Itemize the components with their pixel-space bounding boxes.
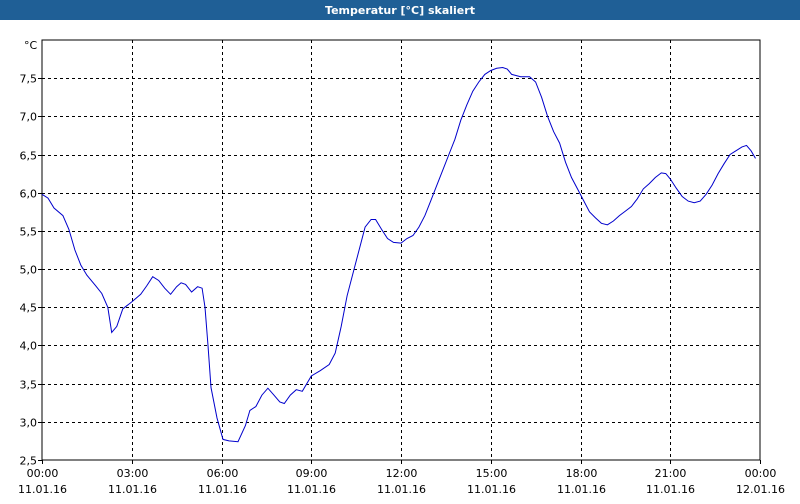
x-tick-date-label: 11.01.16 bbox=[18, 483, 67, 496]
x-tick-date-label: 11.01.16 bbox=[198, 483, 247, 496]
line-chart: 2,5 3,0 3,5 4,0 4,5 5,0 5,5 6,0 6,5 7,0 7,5 °C 00:00… bbox=[18, 39, 785, 496]
y-tick-label: 6,0 bbox=[20, 188, 38, 201]
x-tick-time-label: 06:00 bbox=[207, 467, 239, 480]
chart-area: 2,5 3,0 3,5 4,0 4,5 5,0 5,5 6,0 6,5 7,0 7,5 °C 00:00… bbox=[0, 20, 800, 500]
x-tick-time-label: 00:00 bbox=[27, 467, 59, 480]
x-tick-time-label: 03:00 bbox=[117, 467, 149, 480]
x-tick-time-label: 21:00 bbox=[655, 467, 687, 480]
x-tick-time-label: 00:00 bbox=[745, 467, 777, 480]
y-axis-unit-label: °C bbox=[24, 39, 38, 52]
x-tick-time-label: 12:00 bbox=[386, 467, 418, 480]
chart-title: Temperatur [°C] skaliert bbox=[325, 3, 475, 17]
x-tick-date-label: 12.01.16 bbox=[736, 483, 785, 496]
y-tick-label: 5,5 bbox=[20, 226, 38, 239]
y-tick-label: 3,0 bbox=[20, 417, 38, 430]
y-tick-label: 4,0 bbox=[20, 340, 38, 353]
y-tick-label: 7,0 bbox=[20, 111, 38, 124]
x-tick-time-label: 15:00 bbox=[476, 467, 508, 480]
y-tick-label: 3,5 bbox=[20, 379, 38, 392]
y-tick-label: 6,5 bbox=[20, 150, 38, 163]
x-tick-time-label: 18:00 bbox=[566, 467, 598, 480]
temperature-series-line bbox=[41, 66, 756, 443]
x-tick-date-label: 11.01.16 bbox=[467, 483, 516, 496]
x-tick-time-label: 09:00 bbox=[296, 467, 328, 480]
x-tick-date-label: 11.01.16 bbox=[557, 483, 606, 496]
y-tick-label: 7,5 bbox=[20, 73, 38, 86]
x-tick-date-label: 11.01.16 bbox=[287, 483, 336, 496]
chart-title-bar: Temperatur [°C] skaliert bbox=[0, 0, 800, 20]
x-tick-date-label: 11.01.16 bbox=[108, 483, 157, 496]
x-tick-date-label: 11.01.16 bbox=[377, 483, 426, 496]
y-tick-label: 5,0 bbox=[20, 264, 38, 277]
y-tick-label: 2,5 bbox=[20, 455, 38, 468]
x-tick-date-label: 11.01.16 bbox=[646, 483, 695, 496]
y-tick-label: 4,5 bbox=[20, 302, 38, 315]
